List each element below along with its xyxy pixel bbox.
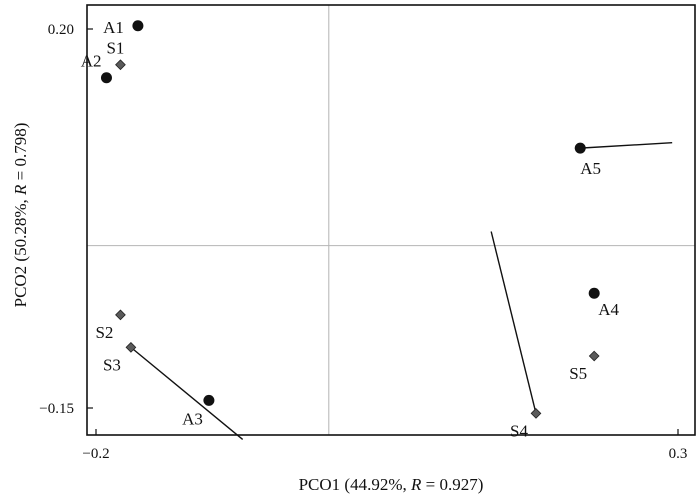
point-label-a2: A2 bbox=[81, 52, 102, 71]
axis-ticks: −0.2 0.3 0.20 −0.15 bbox=[39, 22, 687, 462]
vector-line bbox=[580, 142, 673, 149]
point-label-a4: A4 bbox=[598, 300, 619, 319]
point-a3 bbox=[203, 394, 215, 406]
point-s2 bbox=[115, 309, 126, 321]
vector-line bbox=[490, 231, 537, 414]
y-axis-title: PCO2 (50.28%, R = 0.798) bbox=[11, 123, 30, 308]
point-label-s2: S2 bbox=[95, 323, 113, 342]
point-label-s5: S5 bbox=[569, 364, 587, 383]
x-tick-label: −0.2 bbox=[82, 446, 109, 462]
y-axis-title-part-2: = 0.798) bbox=[11, 123, 30, 185]
data-points bbox=[100, 20, 600, 419]
x-axis-title-part-2: = 0.927) bbox=[421, 475, 483, 494]
y-axis-title-part-1: PCO2 (50.28%, bbox=[11, 195, 30, 307]
y-axis-title-r: R bbox=[11, 184, 30, 196]
x-tick-label: 0.3 bbox=[669, 446, 688, 462]
point-a2 bbox=[100, 72, 112, 84]
x-axis-title: PCO1 (44.92%, R = 0.927) bbox=[299, 475, 484, 494]
point-a4 bbox=[588, 287, 600, 299]
point-s4 bbox=[530, 408, 542, 419]
point-label-s4: S4 bbox=[510, 421, 528, 440]
point-label-s3: S3 bbox=[103, 355, 121, 374]
plot-frame bbox=[86, 4, 696, 436]
point-label-a5: A5 bbox=[580, 159, 601, 178]
x-axis-title-part-1: PCO1 (44.92%, bbox=[299, 475, 411, 494]
point-label-a1: A1 bbox=[103, 18, 124, 37]
y-tick-label: 0.20 bbox=[48, 22, 74, 38]
point-label-a3: A3 bbox=[182, 409, 203, 428]
x-axis-title-r: R bbox=[410, 475, 422, 494]
point-a1 bbox=[132, 20, 144, 32]
point-s1 bbox=[115, 59, 126, 71]
y-tick-label: −0.15 bbox=[39, 401, 74, 417]
point-a5 bbox=[574, 142, 586, 154]
vector-line bbox=[130, 346, 244, 440]
point-s3 bbox=[125, 341, 137, 353]
vector-lines bbox=[130, 142, 673, 440]
point-label-s1: S1 bbox=[106, 39, 124, 58]
reference-lines bbox=[87, 5, 695, 435]
point-s5 bbox=[588, 350, 600, 362]
